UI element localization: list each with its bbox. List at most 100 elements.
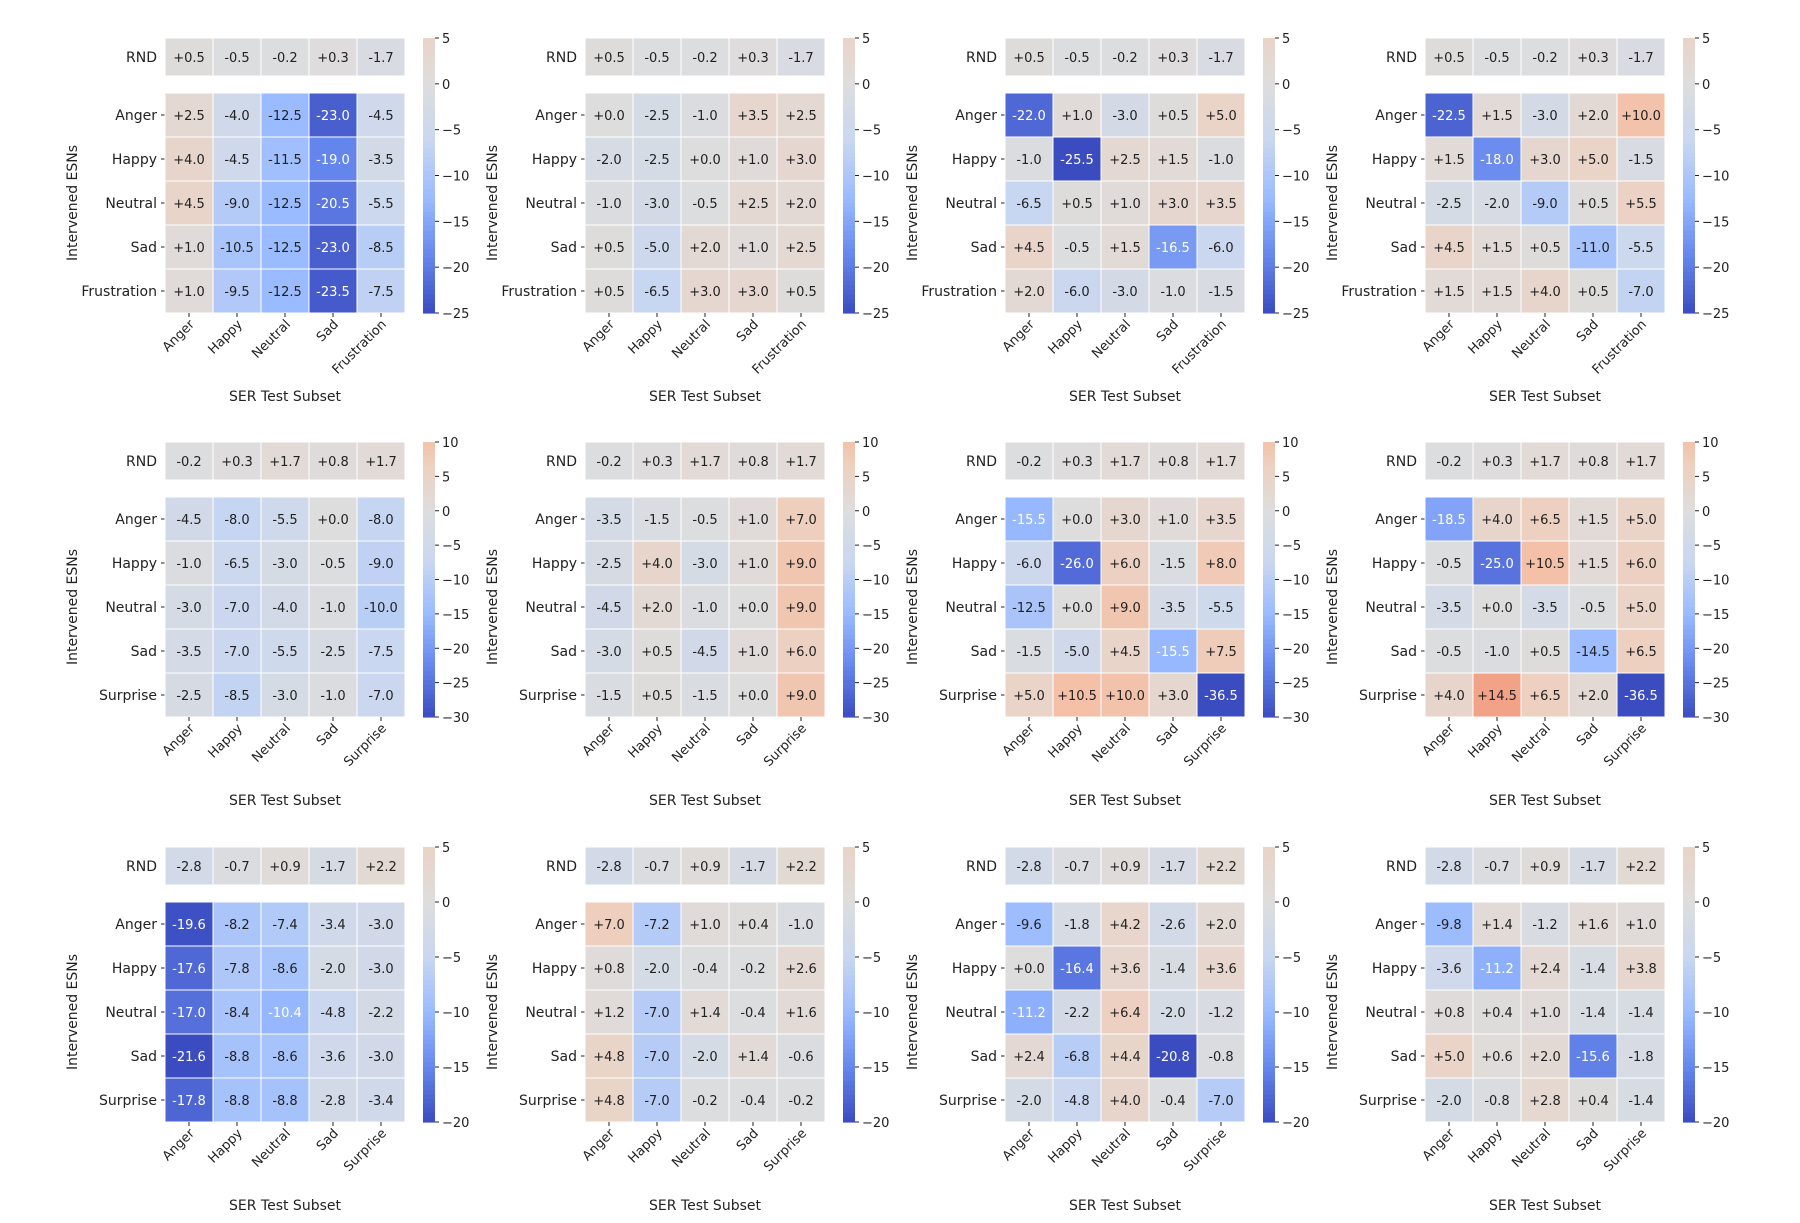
cell-value: +4.0 [641, 557, 673, 572]
x-tick-label: Happy [626, 1126, 666, 1166]
x-tick-label: Happy [206, 721, 246, 761]
cell-value: -0.2 [788, 1094, 813, 1109]
colorbar-segment [1263, 712, 1275, 718]
colorbar-tick-label: −20 [862, 1116, 889, 1131]
colorbar-segment [423, 542, 435, 549]
colorbar-segment [1263, 175, 1275, 181]
x-tick-label: Neutral [669, 317, 714, 362]
rnd-cell-value: -0.2 [1532, 51, 1557, 66]
rnd-cell-value: +0.3 [317, 51, 349, 66]
cell-value: -2.0 [1436, 1094, 1461, 1109]
cell-value: +10.0 [1105, 689, 1145, 704]
colorbar-segment [843, 216, 855, 222]
cell-value: -1.0 [788, 918, 813, 933]
colorbar-tick-label: 5 [1702, 841, 1710, 856]
heatmap-cell [308, 268, 358, 314]
colorbar-segment [843, 597, 855, 604]
heatmap-cell [1100, 136, 1150, 182]
cell-value: -0.8 [1484, 1094, 1509, 1109]
x-tick-label: Happy [626, 317, 666, 357]
colorbar-segment [423, 694, 435, 700]
colorbar-segment [843, 60, 855, 67]
colorbar-segment [1263, 469, 1275, 475]
colorbar-segment [1263, 271, 1275, 277]
colorbar-segment [423, 938, 435, 944]
colorbar-segment [1263, 1025, 1275, 1031]
colorbar-tick-label: 5 [442, 470, 450, 485]
heatmap-cell [1472, 945, 1522, 991]
heatmap-cell [1052, 989, 1102, 1035]
cell-value: +7.0 [593, 918, 625, 933]
heatmap-cell [632, 136, 682, 182]
colorbar-segment [423, 212, 435, 218]
heatmap-cell [308, 224, 358, 270]
colorbar-segment [1683, 143, 1695, 149]
colorbar-segment [1263, 616, 1275, 622]
colorbar-segment [1683, 1057, 1695, 1064]
colorbar-segment [1683, 258, 1695, 264]
cell-value: +1.0 [1625, 918, 1657, 933]
row-label: Surprise [939, 1093, 997, 1109]
cell-value: +0.8 [1433, 1006, 1465, 1021]
row-label: Neutral [105, 196, 157, 212]
colorbar-segment [843, 38, 855, 44]
colorbar-segment [423, 1044, 435, 1050]
heatmap-cell [1196, 989, 1246, 1035]
colorbar-segment [423, 239, 435, 245]
colorbar-segment [1683, 671, 1695, 677]
colorbar-segment [423, 897, 435, 903]
cell-value: -12.5 [1012, 601, 1046, 616]
cell-value: -15.5 [1156, 645, 1190, 660]
colorbar-segment [1683, 506, 1695, 512]
colorbar-tick-label: 0 [862, 896, 870, 911]
cell-value: -21.6 [172, 1050, 206, 1065]
colorbar-segment [1683, 888, 1695, 894]
colorbar-segment [1683, 1016, 1695, 1022]
colorbar-segment [843, 947, 855, 954]
row-label: Anger [115, 512, 157, 528]
heatmap-cell [164, 1033, 214, 1079]
colorbar-segment [1683, 979, 1695, 986]
heatmap-cell [260, 901, 310, 947]
row-label: Neutral [525, 196, 577, 212]
colorbar-tick-label: −10 [1702, 170, 1729, 185]
row-label: Frustration [1341, 284, 1417, 300]
colorbar-segment [843, 579, 855, 585]
x-tick-label: Surprise [1601, 721, 1650, 770]
colorbar-segment [423, 666, 435, 672]
cell-value: -7.2 [644, 918, 669, 933]
colorbar-segment [843, 547, 855, 553]
colorbar-segment [1683, 451, 1695, 457]
heatmap-cell [1004, 92, 1054, 138]
colorbar-segment [843, 662, 855, 668]
heatmap-cell [1424, 1077, 1474, 1123]
colorbar-segment [1263, 180, 1275, 186]
cell-value: -7.0 [1628, 285, 1653, 300]
cell-value: -1.4 [1628, 1094, 1653, 1109]
row-label: Sad [131, 240, 157, 256]
heatmap-cell [1196, 628, 1246, 674]
row-label: Sad [551, 240, 577, 256]
heatmap-cell [260, 268, 310, 314]
rnd-cell-value: +1.7 [1529, 455, 1561, 470]
colorbar-segment [843, 602, 855, 608]
heatmap-cell [776, 1077, 826, 1123]
colorbar-segment [1683, 584, 1695, 590]
cell-value: +0.5 [1157, 109, 1189, 124]
cell-value: +1.0 [737, 513, 769, 528]
colorbar-segment [423, 175, 435, 181]
row-label: Sad [971, 1049, 997, 1065]
colorbar-segment [1263, 157, 1275, 163]
colorbar-segment [1683, 1021, 1695, 1027]
colorbar-segment [1683, 290, 1695, 296]
cell-value: -1.8 [1628, 1050, 1653, 1065]
colorbar-segment [843, 111, 855, 117]
rnd-cell-value: -0.2 [176, 455, 201, 470]
colorbar-segment [1683, 1080, 1695, 1086]
colorbar-segment [1263, 244, 1275, 250]
heatmap-cell [164, 268, 214, 314]
colorbar-segment [1263, 193, 1275, 200]
colorbar-tick-label: 5 [862, 841, 870, 856]
cell-value: -11.5 [268, 153, 302, 168]
